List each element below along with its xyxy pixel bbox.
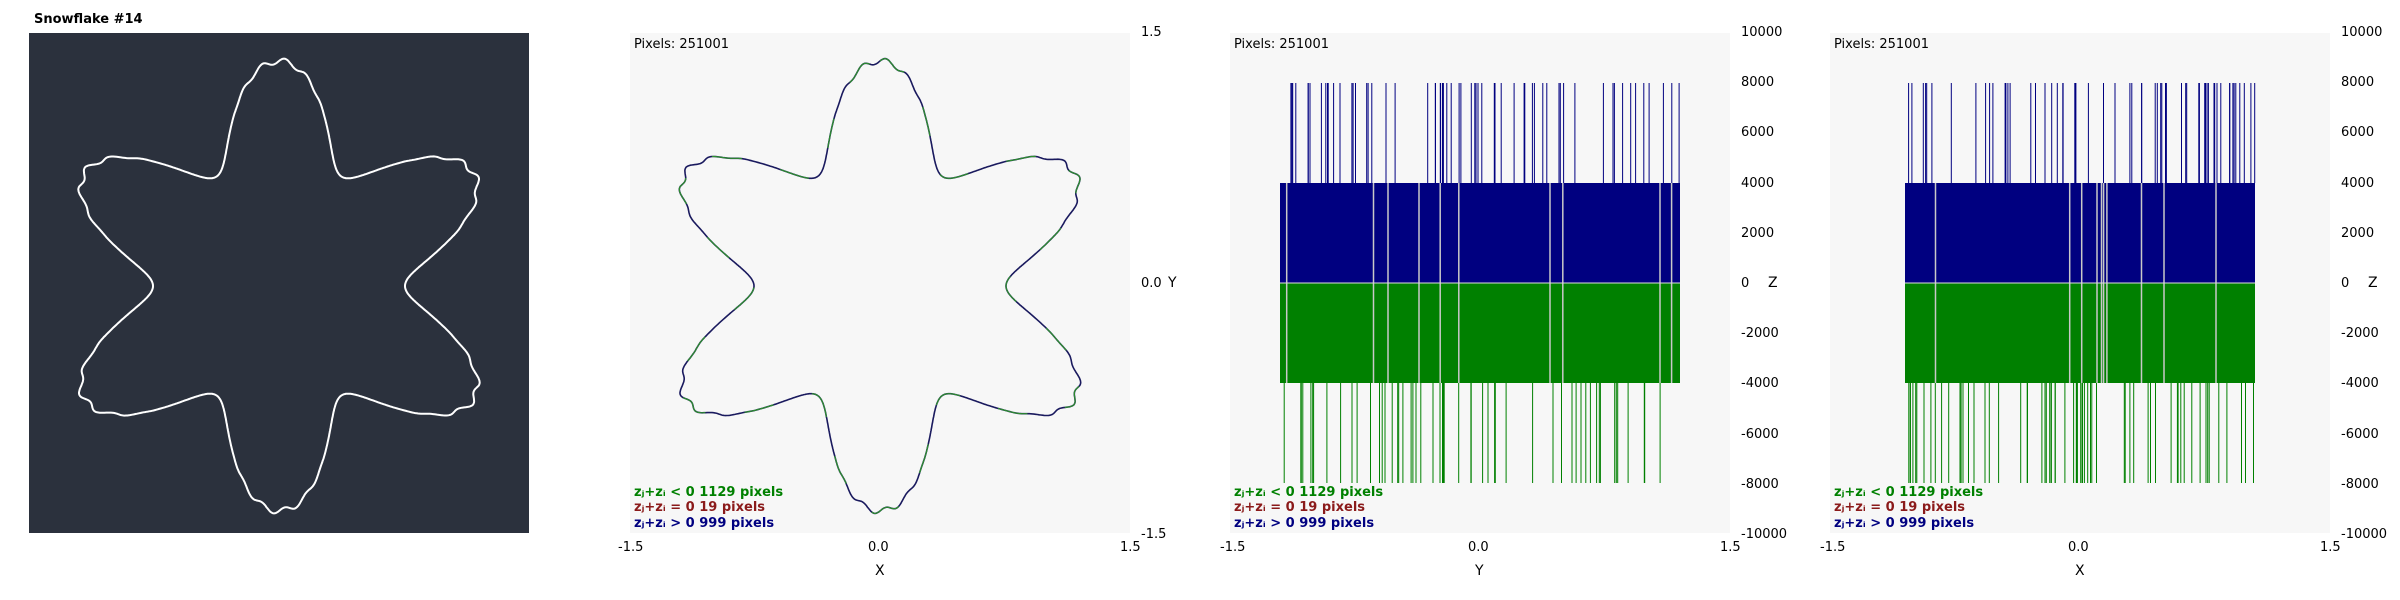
z-tick-label: -2000 xyxy=(1741,326,1779,342)
z-axis-label: Z xyxy=(2368,275,2378,291)
positive-band xyxy=(1905,183,2255,283)
z-tick-label: 8000 xyxy=(1741,75,1775,91)
snowflake-render-panel xyxy=(29,33,529,533)
x-tick-label: 1.5 xyxy=(2320,540,2341,555)
x-axis-label: X xyxy=(2075,563,2085,579)
xz-plot-panel: Pixels: 251001 zⱼ+zᵢ < 0 1129 pixels zⱼ+… xyxy=(1830,33,2330,533)
legend-pos: zⱼ+zᵢ > 0 999 pixels xyxy=(1834,515,1975,531)
y-tick-label: -1.5 xyxy=(1141,527,1167,542)
z-tick-label: -4000 xyxy=(2341,376,2379,392)
x-tick-label: 0.0 xyxy=(1468,540,1489,555)
z-tick-label: 0 xyxy=(2341,276,2350,291)
yz-plot-panel: Pixels: 251001 zⱼ+zᵢ < 0 1129 pixels zⱼ+… xyxy=(1230,33,1730,533)
z-tick-label: -8000 xyxy=(1741,476,1779,492)
x-tick-label: 1.5 xyxy=(1720,540,1741,555)
x-tick-label: 0.0 xyxy=(2068,540,2089,555)
z-tick-label: 6000 xyxy=(1741,125,1775,141)
y-axis-label: Y xyxy=(1168,275,1177,291)
snowflake-outline xyxy=(77,57,481,515)
x-tick-label: -1.5 xyxy=(1820,540,1846,555)
z-tick-label: 2000 xyxy=(1741,225,1775,241)
pixels-label: Pixels: 251001 xyxy=(1234,37,1329,52)
window-title: Snowflake #14 xyxy=(34,12,143,27)
pixels-label: Pixels: 251001 xyxy=(634,37,729,52)
negative-band xyxy=(1280,283,1680,383)
legend-zero: zⱼ+zᵢ = 0 19 pixels xyxy=(1234,500,1366,515)
yz-plot xyxy=(1280,83,1680,483)
z-tick-label: -4000 xyxy=(1741,376,1779,392)
z-tick-label: 8000 xyxy=(2341,75,2375,91)
z-axis-label: Z xyxy=(1768,275,1778,291)
z-tick-label: 2000 xyxy=(2341,225,2375,241)
snowflake-outline-green xyxy=(678,57,1082,515)
z-tick-label: -8000 xyxy=(2341,476,2379,492)
z-tick-label: 4000 xyxy=(1741,175,1775,191)
z-tick-label: 10000 xyxy=(2341,25,2383,40)
z-tick-label: -6000 xyxy=(2341,426,2379,442)
positive-band xyxy=(1280,183,1680,283)
z-tick-label: -6000 xyxy=(1741,426,1779,442)
legend: zⱼ+zᵢ < 0 1129 pixels zⱼ+zᵢ = 0 19 pixel… xyxy=(634,485,783,532)
xy-plot xyxy=(678,57,1082,515)
z-tick-label: -10000 xyxy=(2341,527,2388,542)
y-tick-label: 1.5 xyxy=(1141,25,1162,40)
x-axis-label: Y xyxy=(1475,563,1484,579)
z-tick-label: 10000 xyxy=(1741,25,1783,40)
legend-neg: zⱼ+zᵢ < 0 1129 pixels xyxy=(1834,484,1984,500)
snowflake-outline-plot xyxy=(678,57,1082,515)
legend-zero: zⱼ+zᵢ = 0 19 pixels xyxy=(1834,500,1966,515)
z-tick-label: 6000 xyxy=(2341,125,2375,141)
x-tick-label: -1.5 xyxy=(618,540,644,555)
y-tick-label: 0.0 xyxy=(1141,276,1162,291)
legend-pos: zⱼ+zᵢ > 0 999 pixels xyxy=(634,515,775,531)
xy-plot-panel: Pixels: 251001 zⱼ+zᵢ < 0 1129 pixels zⱼ+… xyxy=(630,33,1130,533)
z-tick-label: 0 xyxy=(1741,276,1750,291)
x-axis-label: X xyxy=(875,563,885,579)
snowflake-render xyxy=(77,57,481,515)
legend-zero: zⱼ+zᵢ = 0 19 pixels xyxy=(634,500,766,515)
xz-plot xyxy=(1905,83,2256,483)
z-tick-label: 4000 xyxy=(2341,175,2375,191)
legend: zⱼ+zᵢ < 0 1129 pixels zⱼ+zᵢ = 0 19 pixel… xyxy=(1834,485,1983,532)
legend-neg: zⱼ+zᵢ < 0 1129 pixels xyxy=(634,484,784,500)
x-tick-label: 1.5 xyxy=(1120,540,1141,555)
z-tick-label: -10000 xyxy=(1741,527,1788,542)
pixels-label: Pixels: 251001 xyxy=(1834,37,1929,52)
legend: zⱼ+zᵢ < 0 1129 pixels zⱼ+zᵢ = 0 19 pixel… xyxy=(1234,485,1383,532)
legend-neg: zⱼ+zᵢ < 0 1129 pixels xyxy=(1234,484,1384,500)
x-tick-label: 0.0 xyxy=(868,540,889,555)
negative-band xyxy=(1905,283,2255,383)
z-tick-label: -2000 xyxy=(2341,326,2379,342)
x-tick-label: -1.5 xyxy=(1220,540,1246,555)
legend-pos: zⱼ+zᵢ > 0 999 pixels xyxy=(1234,515,1375,531)
